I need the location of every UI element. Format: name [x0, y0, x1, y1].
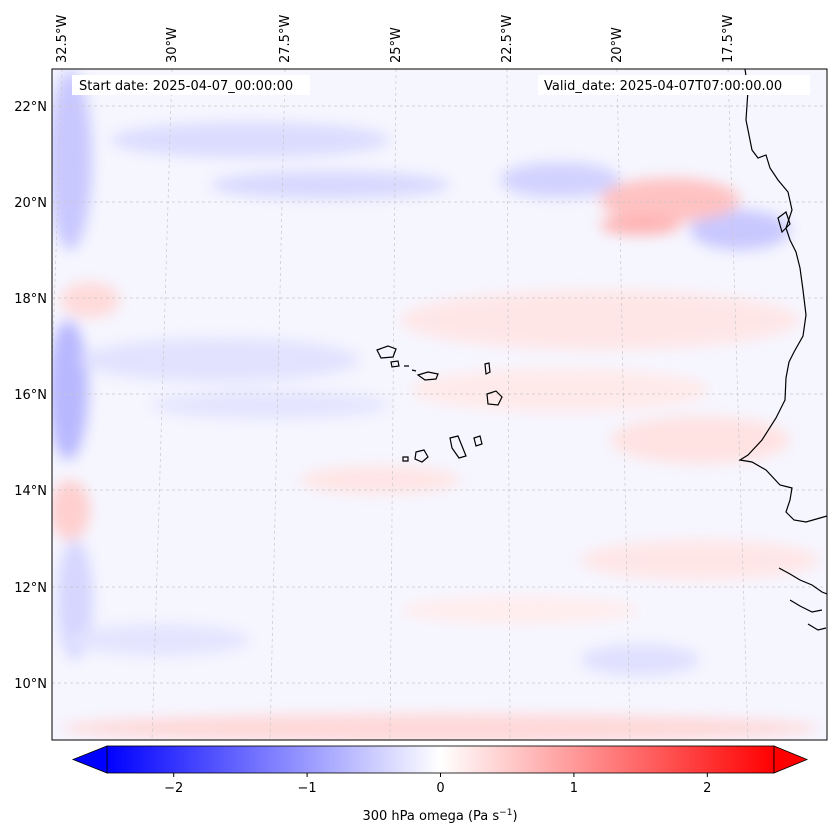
colorbar-body [106, 745, 775, 774]
sao-nicolau-island [416, 371, 439, 381]
lon-label: 25°W [389, 27, 404, 63]
lat-label: 18°N [14, 292, 47, 307]
colorbar-tick-label: −2 [164, 781, 183, 796]
omega-field [52, 69, 827, 740]
lat-label: 16°N [14, 388, 47, 403]
colorbar-tick-label: 2 [703, 781, 711, 796]
latitude-labels: 22°N 20°N 18°N 16°N 14°N 12°N 10°N [14, 100, 47, 692]
valid-date-stamp: Valid_date: 2025-04-07T07:00:00.00 [538, 75, 810, 95]
colorbar-tick-label: 0 [436, 781, 444, 796]
colorbar-label: 300 hPa omega (Pa s−1) [362, 808, 517, 824]
colorbar-tick-label: 1 [570, 781, 578, 796]
lat-label: 22°N [14, 100, 47, 115]
lon-label: 32.5°W [55, 15, 70, 63]
sal-island [484, 362, 491, 375]
start-date-stamp: Start date: 2025-04-07_00:00:00 [72, 75, 310, 95]
colorbar-tick-label: −1 [298, 781, 317, 796]
coastline [376, 69, 827, 631]
valid-date-text: Valid_date: 2025-04-07T07:00:00.00 [544, 79, 782, 94]
map-frame [51, 68, 828, 741]
lat-label: 12°N [14, 581, 47, 596]
lat-label: 10°N [14, 677, 47, 692]
santo-antao-island [376, 345, 397, 359]
start-date-text: Start date: 2025-04-07_00:00:00 [79, 79, 293, 94]
africa-coastline [738, 69, 827, 523]
colorbar: −2 −1 0 1 2 300 hPa omega (Pa s−1) [71, 745, 809, 824]
lon-label: 27.5°W [278, 15, 293, 63]
maio-island [473, 435, 483, 447]
lon-label: 17.5°W [721, 15, 736, 63]
santiago-island [449, 435, 467, 459]
colorbar-extend-max [773, 745, 809, 774]
lon-label: 20°W [610, 27, 625, 63]
sao-vicente-island [390, 360, 400, 368]
lon-label: 30°W [165, 27, 180, 63]
lon-label: 22.5°W [500, 15, 515, 63]
colorbar-ticks: −2 −1 0 1 2 [164, 773, 711, 796]
lat-label: 14°N [14, 484, 47, 499]
boa-vista-island [486, 390, 503, 406]
lat-label: 20°N [14, 196, 47, 211]
brava-island [402, 456, 409, 462]
fogo-island [414, 449, 429, 463]
colorbar-extend-min [71, 745, 108, 774]
gridlines [52, 69, 827, 740]
longitude-labels: 32.5°W 30°W 27.5°W 25°W 22.5°W 20°W 17.5… [55, 15, 736, 63]
